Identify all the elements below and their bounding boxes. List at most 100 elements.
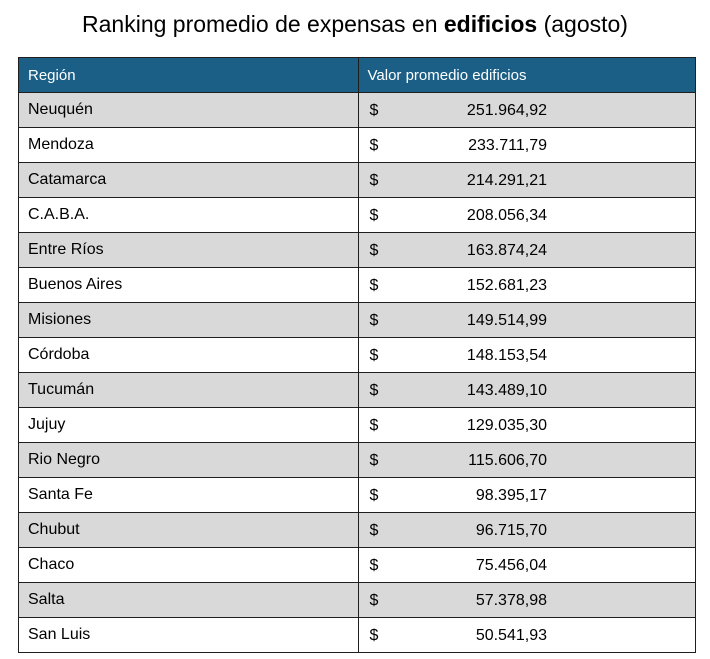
region-name: Santa Fe [28, 486, 93, 503]
table-row: Buenos Aires $152.681,23 [18, 267, 696, 303]
region-cell: Chubut [18, 512, 359, 548]
region-cell: Catamarca [18, 162, 359, 198]
region-cell: Salta [18, 582, 359, 618]
region-cell: Neuquén [18, 92, 359, 128]
region-cell: Misiones [18, 302, 359, 338]
table-body: Neuquén $251.964,92 Mendoza $233.711,79 Cata… [18, 92, 696, 653]
currency-symbol: $ [369, 487, 379, 504]
table-row: Rio Negro $115.606,70 [18, 442, 696, 478]
region-cell: C.A.B.A. [18, 197, 359, 233]
value-cell: $143.489,10 [357, 372, 696, 408]
currency-symbol: $ [369, 172, 379, 189]
header-value-label: Valor promedio edificios [367, 66, 527, 84]
region-cell: Tucumán [18, 372, 359, 408]
region-name: Córdoba [28, 346, 90, 363]
value-amount: 75.456,04 [475, 557, 547, 574]
table-row: Córdoba $148.153,54 [18, 337, 696, 373]
value-amount: 149.514,99 [466, 312, 547, 329]
expensas-table: Región Valor promedio edificios Neuquén $… [18, 57, 696, 653]
value-cell: $152.681,23 [357, 267, 696, 303]
currency-symbol: $ [369, 207, 379, 224]
value-amount: 98.395,17 [475, 487, 547, 504]
region-cell: Entre Ríos [18, 232, 359, 268]
currency-symbol: $ [369, 557, 379, 574]
value-cell: $233.711,79 [357, 127, 696, 163]
table-row: Salta $57.378,98 [18, 582, 696, 618]
currency-symbol: $ [369, 137, 379, 154]
region-name: Mendoza [28, 136, 94, 153]
value-cell: $149.514,99 [357, 302, 696, 338]
value-cell: $98.395,17 [357, 477, 696, 513]
region-name: Salta [28, 591, 65, 608]
region-cell: Buenos Aires [18, 267, 359, 303]
value-cell: $50.541,93 [357, 617, 696, 653]
value-cell: $148.153,54 [357, 337, 696, 373]
value-cell: $96.715,70 [357, 512, 696, 548]
region-name: Rio Negro [28, 451, 101, 468]
value-amount: 214.291,21 [466, 172, 547, 189]
value-amount: 208.056,34 [466, 207, 547, 224]
table-row: Chaco $75.456,04 [18, 547, 696, 583]
region-cell: Mendoza [18, 127, 359, 163]
value-amount: 148.153,54 [466, 347, 547, 364]
header-value: Valor promedio edificios [357, 57, 696, 93]
region-cell: Córdoba [18, 337, 359, 373]
table-row: Catamarca $214.291,21 [18, 162, 696, 198]
value-cell: $208.056,34 [357, 197, 696, 233]
currency-symbol: $ [369, 242, 379, 259]
region-name: Tucumán [28, 381, 95, 398]
currency-symbol: $ [369, 102, 379, 119]
currency-symbol: $ [369, 627, 379, 644]
region-name: San Luis [28, 626, 91, 643]
value-amount: 129.035,30 [466, 417, 547, 434]
table-row: Mendoza $233.711,79 [18, 127, 696, 163]
table-row: Chubut $96.715,70 [18, 512, 696, 548]
table-row: Misiones $149.514,99 [18, 302, 696, 338]
title-suffix: (agosto) [537, 11, 628, 37]
value-amount: 152.681,23 [466, 277, 547, 294]
table-title: Ranking promedio de expensas en edificio… [0, 9, 710, 39]
currency-symbol: $ [369, 277, 379, 294]
value-cell: $57.378,98 [357, 582, 696, 618]
currency-symbol: $ [369, 522, 379, 539]
region-name: Misiones [28, 311, 92, 328]
value-amount: 163.874,24 [466, 242, 547, 259]
region-cell: San Luis [18, 617, 359, 653]
header-region-label: Región [28, 66, 76, 84]
currency-symbol: $ [369, 312, 379, 329]
currency-symbol: $ [369, 347, 379, 364]
value-cell: $214.291,21 [357, 162, 696, 198]
table-row: Tucumán $143.489,10 [18, 372, 696, 408]
region-name: Chaco [28, 556, 75, 573]
header-region: Región [18, 57, 359, 93]
currency-symbol: $ [369, 417, 379, 434]
table-row: Entre Ríos $163.874,24 [18, 232, 696, 268]
region-name: Chubut [28, 521, 80, 538]
currency-symbol: $ [369, 382, 379, 399]
value-amount: 96.715,70 [475, 522, 547, 539]
value-amount: 233.711,79 [468, 137, 547, 154]
value-cell: $129.035,30 [357, 407, 696, 443]
value-amount: 143.489,10 [466, 382, 547, 399]
region-name: C.A.B.A. [28, 206, 90, 223]
header-row: Región Valor promedio edificios [18, 57, 696, 93]
region-cell: Santa Fe [18, 477, 359, 513]
table-row: Jujuy $129.035,30 [18, 407, 696, 443]
value-cell: $251.964,92 [357, 92, 696, 128]
title-prefix: Ranking promedio de expensas en [82, 11, 444, 37]
region-cell: Jujuy [18, 407, 359, 443]
table-row: C.A.B.A. $208.056,34 [18, 197, 696, 233]
value-cell: $75.456,04 [357, 547, 696, 583]
currency-symbol: $ [369, 452, 379, 469]
value-amount: 115.606,70 [468, 452, 547, 469]
value-amount: 50.541,93 [475, 627, 547, 644]
region-name: Neuquén [28, 101, 93, 118]
table-row: Santa Fe $98.395,17 [18, 477, 696, 513]
region-name: Catamarca [28, 171, 107, 188]
value-amount: 57.378,98 [475, 592, 547, 609]
value-cell: $163.874,24 [357, 232, 696, 268]
table-row: San Luis $50.541,93 [18, 617, 696, 653]
title-bold: edificios [443, 11, 538, 37]
value-amount: 251.964,92 [466, 102, 547, 119]
currency-symbol: $ [369, 592, 379, 609]
